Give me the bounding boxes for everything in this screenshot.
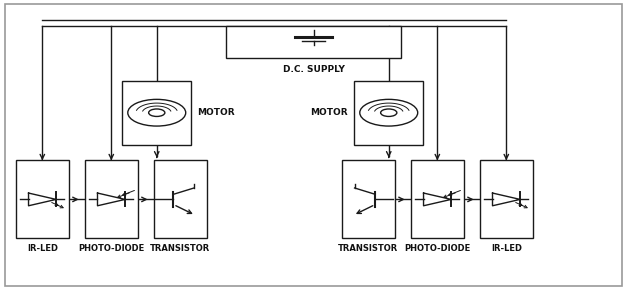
Circle shape (128, 99, 186, 126)
Bar (480, 160, 533, 238)
Text: TRANSISTOR: TRANSISTOR (338, 244, 399, 253)
Bar (85, 160, 138, 238)
Text: MOTOR: MOTOR (310, 108, 348, 117)
Text: TRANSISTOR: TRANSISTOR (150, 244, 211, 253)
Bar (226, 26, 401, 58)
Text: MOTOR: MOTOR (198, 108, 235, 117)
Text: IR-LED: IR-LED (27, 244, 58, 253)
Bar (342, 160, 395, 238)
Circle shape (149, 109, 165, 116)
Text: PHOTO-DIODE: PHOTO-DIODE (404, 244, 470, 253)
Bar (354, 81, 423, 144)
Bar (122, 81, 191, 144)
Text: PHOTO-DIODE: PHOTO-DIODE (78, 244, 144, 253)
Text: D.C. SUPPLY: D.C. SUPPLY (283, 65, 344, 74)
Bar (411, 160, 464, 238)
Bar (16, 160, 69, 238)
Text: IR-LED: IR-LED (491, 244, 522, 253)
Circle shape (381, 109, 397, 116)
Bar (154, 160, 207, 238)
Circle shape (360, 99, 418, 126)
